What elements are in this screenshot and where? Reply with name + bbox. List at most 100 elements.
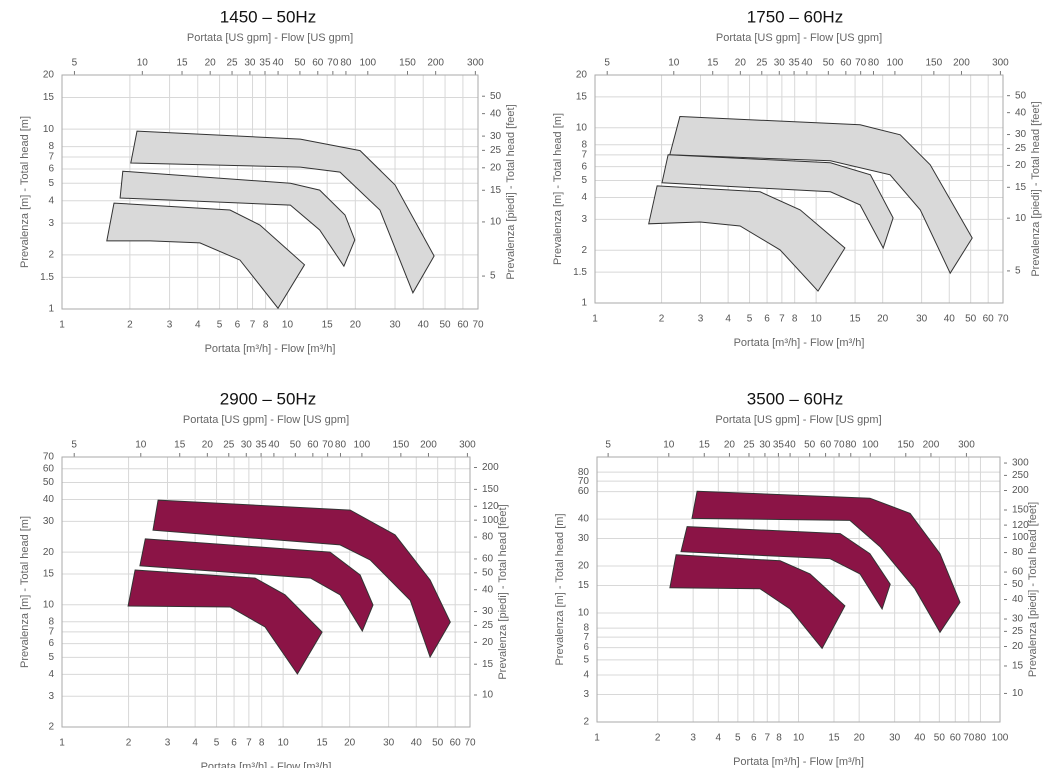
y2-tick-label: 25 — [490, 145, 502, 156]
y2-tick-label: 25 — [1012, 626, 1024, 637]
x2-tick-label: 25 — [756, 58, 768, 69]
x2-tick-label: 10 — [135, 440, 147, 451]
x-tick-label: 20 — [877, 314, 889, 325]
x-tick-label: 8 — [259, 738, 265, 749]
x-tick-label: 20 — [854, 733, 866, 744]
y-tick-label: 1.5 — [40, 272, 54, 283]
x-tick-label: 2 — [659, 314, 665, 325]
curve-envelope — [119, 170, 356, 268]
pump-chart: 1 2 3 4 5 6 7 8 10 15 20 30 40 50 60 7011.5234567810152… — [552, 7, 1042, 348]
x-tick-label: 8 — [776, 733, 782, 744]
chart-title: 1750 – 60Hz — [747, 7, 843, 26]
chart-title: 1450 – 50Hz — [220, 7, 316, 26]
x-tick-label: 20 — [350, 320, 362, 331]
x-tick-label: 50 — [432, 738, 444, 749]
x2-tick-label: 10 — [668, 58, 680, 69]
y2-tick-label: 5 — [1015, 266, 1021, 277]
x-tick-label: 5 — [214, 738, 220, 749]
x2-tick-label: 5 — [71, 440, 77, 451]
x-tick-label: 6 — [764, 314, 770, 325]
x-tick-label: 6 — [751, 733, 757, 744]
y2-tick-label: 30 — [482, 606, 494, 617]
x-tick-label: 10 — [811, 314, 823, 325]
x2-tick-label: 20 — [724, 440, 736, 451]
plot-frame — [596, 456, 1001, 723]
x-tick-label: 70 — [464, 738, 476, 749]
y-tick-label: 7 — [583, 632, 589, 643]
y2-tick-label: 30 — [1012, 614, 1024, 625]
x2-axis-label: Portata [US gpm] - Flow [US gpm] — [183, 414, 349, 426]
y2-tick-label: 15 — [1015, 182, 1027, 193]
y2-tick-label: 20 — [490, 162, 502, 173]
x-tick-label: 50 — [965, 314, 977, 325]
x2-tick-label: 10 — [137, 58, 149, 69]
y-tick-label: 1.5 — [573, 267, 587, 278]
x2-tick-label: 200 — [427, 58, 444, 69]
x-tick-label: 40 — [418, 320, 430, 331]
plot-frame — [594, 74, 1004, 304]
x-tick-label: 3 — [698, 314, 704, 325]
x-tick-label: 1 — [594, 733, 600, 744]
y-tick-label: 3 — [583, 689, 589, 700]
y2-tick-label: 50 — [1015, 90, 1027, 101]
x2-tick-label: 20 — [735, 58, 747, 69]
x2-tick-label: 100 — [354, 440, 371, 451]
x-tick-label: 10 — [793, 733, 805, 744]
x2-tick-label: 70 — [322, 440, 334, 451]
x2-tick-label: 100 — [359, 58, 376, 69]
x2-tick-label: 25 — [226, 58, 238, 69]
x-tick-label: 7 — [765, 733, 771, 744]
x-tick-label: 30 — [383, 738, 395, 749]
y2-tick-label: 60 — [482, 554, 494, 565]
y2-tick-label: 120 — [1012, 520, 1029, 531]
x-tick-label: 40 — [411, 738, 423, 749]
x2-tick-label: 200 — [923, 440, 940, 451]
y-tick-label: 2 — [48, 722, 54, 733]
x2-tick-label: 15 — [699, 440, 711, 451]
x2-tick-label: 300 — [958, 440, 975, 451]
y2-tick-label: 50 — [1012, 579, 1024, 590]
x-tick-label: 7 — [246, 738, 252, 749]
y-tick-label: 5 — [48, 178, 54, 189]
x2-tick-label: 5 — [604, 58, 610, 69]
x2-tick-label: 70 — [327, 58, 339, 69]
y2-tick-label: 30 — [490, 131, 502, 142]
y-tick-label: 4 — [583, 670, 589, 681]
x-tick-label: 15 — [322, 320, 334, 331]
x-tick-label: 15 — [317, 738, 329, 749]
x2-axis-label: Portata [US gpm] - Flow [US gpm] — [716, 32, 882, 44]
y2-tick-label: 50 — [490, 91, 502, 102]
y-tick-label: 7 — [48, 627, 54, 638]
x-tick-label: 5 — [747, 314, 753, 325]
y-tick-label: 30 — [578, 533, 590, 544]
x-tick-label: 6 — [231, 738, 237, 749]
x-axis-label: Portata [m³/h] - Flow [m³/h] — [734, 337, 865, 349]
y-tick-label: 5 — [581, 175, 587, 186]
x2-tick-label: 20 — [205, 58, 217, 69]
x2-tick-label: 15 — [176, 58, 188, 69]
x2-tick-label: 80 — [868, 58, 880, 69]
y2-tick-label: 40 — [482, 584, 494, 595]
x-tick-label: 2 — [126, 738, 132, 749]
y2-tick-label: 15 — [490, 185, 502, 196]
y-tick-label: 3 — [48, 218, 54, 229]
x2-tick-label: 50 — [804, 440, 816, 451]
y2-tick-label: 60 — [1012, 567, 1024, 578]
x-tick-label: 7 — [250, 320, 256, 331]
x-tick-label: 4 — [716, 733, 722, 744]
x2-tick-label: 5 — [72, 58, 78, 69]
y2-tick-label: 250 — [1012, 470, 1029, 481]
y2-axis-label: Prevalenza [piedi] - Total head [feet] — [505, 104, 517, 279]
x-tick-label: 5 — [735, 733, 741, 744]
x2-tick-label: 300 — [459, 440, 476, 451]
y-tick-label: 40 — [578, 514, 590, 525]
x-tick-label: 60 — [983, 314, 995, 325]
y2-tick-label: 80 — [482, 532, 494, 543]
x2-tick-label: 25 — [743, 440, 755, 451]
y-tick-label: 7 — [48, 152, 54, 163]
x-tick-label: 5 — [217, 320, 223, 331]
x-axis-label: Portata [m³/h] - Flow [m³/h] — [205, 343, 336, 355]
plot-frame — [61, 456, 471, 728]
x2-tick-label: 40 — [268, 440, 280, 451]
x-tick-label: 30 — [916, 314, 928, 325]
